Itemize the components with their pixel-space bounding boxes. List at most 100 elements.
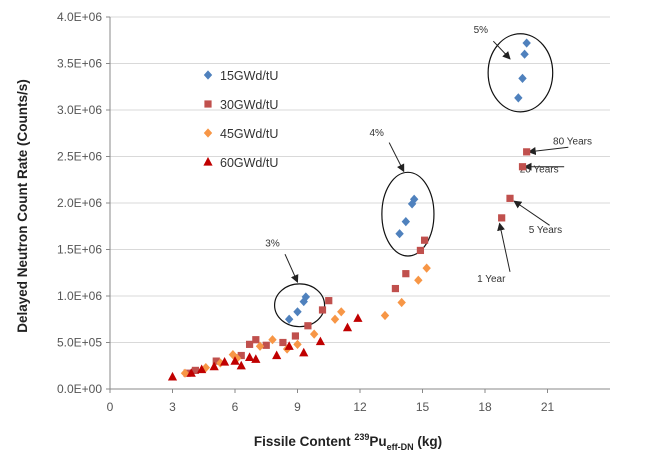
- points-layer: [167, 38, 531, 381]
- data-point-60gwd-tu: [342, 322, 353, 332]
- legend-marker-15gwd-tu: [203, 70, 213, 80]
- data-point-60gwd-tu: [284, 341, 294, 350]
- data-point-60gwd-tu: [315, 336, 326, 346]
- x-axis-title-base: Pu: [369, 434, 386, 449]
- annotation-arrow-80-years: [527, 146, 569, 156]
- data-point-30gwd-tu: [318, 306, 327, 314]
- data-point-60gwd-tu: [353, 313, 363, 322]
- data-point-30gwd-tu: [325, 297, 333, 305]
- data-point-15gwd-tu: [520, 49, 529, 59]
- legend-label-30gwd-tu: 30GWd/tU: [220, 98, 278, 112]
- data-point-30gwd-tu: [391, 284, 400, 293]
- data-point-30gwd-tu: [498, 214, 506, 222]
- data-point-15gwd-tu: [401, 217, 411, 227]
- y-tick-label: 4.0E+06: [57, 10, 102, 24]
- legend-label-60gwd-tu: 60GWd/tU: [220, 156, 278, 170]
- axes-layer: 0.0E+00 5.0E+05 1.0E+06 1.5E+06 2.0E+06 2.5E+…: [57, 10, 610, 414]
- data-point-60gwd-tu: [272, 350, 282, 360]
- data-point-15gwd-tu: [518, 73, 527, 83]
- data-point-45gwd-tu: [422, 263, 431, 273]
- y-tick-label: 3.0E+06: [57, 103, 102, 117]
- x-tick-label: 21: [541, 400, 555, 414]
- y-tick-label: 2.0E+06: [57, 196, 102, 210]
- y-tick-label: 1.0E+06: [57, 289, 102, 303]
- data-point-45gwd-tu: [380, 310, 390, 321]
- annotation-label-5-years: 5 Years: [529, 225, 562, 236]
- x-axis-title-main: Fissile Content: [254, 434, 355, 449]
- y-axis-title: Delayed Neutron Count Rate (Counts/s): [15, 79, 30, 333]
- data-point-30gwd-tu: [420, 236, 429, 244]
- x-axis-title-sup: 239: [354, 432, 369, 442]
- legend-label-15gwd-tu: 15GWd/tU: [220, 69, 278, 83]
- data-point-30gwd-tu: [304, 322, 312, 330]
- data-point-45gwd-tu: [309, 329, 319, 339]
- annotation-label-1-year: 1 Year: [477, 274, 506, 285]
- y-tick-label: 3.5E+06: [57, 57, 102, 71]
- data-point-30gwd-tu: [506, 194, 514, 202]
- annotation-arrow-1-year: [497, 222, 511, 272]
- annotation-layer: 3% 4% 5% 80 Years 20 Years 5 Years 1 Year: [265, 25, 592, 328]
- data-point-30gwd-tu: [416, 246, 425, 255]
- y-tick-label: 2.5E+06: [57, 150, 102, 164]
- x-tick-label: 18: [478, 400, 492, 414]
- x-tick-label: 0: [107, 400, 114, 414]
- data-point-15gwd-tu: [395, 229, 404, 239]
- data-point-60gwd-tu: [299, 347, 309, 357]
- data-point-30gwd-tu: [245, 340, 254, 348]
- x-tick-label: 12: [353, 400, 367, 414]
- data-point-30gwd-tu: [262, 341, 270, 349]
- data-point-15gwd-tu: [514, 93, 523, 103]
- data-point-30gwd-tu: [191, 366, 200, 374]
- data-point-60gwd-tu: [236, 360, 246, 370]
- annotation-arrow-5-years: [513, 200, 550, 226]
- legend-marker-30gwd-tu: [204, 100, 212, 108]
- data-point-45gwd-tu: [268, 335, 277, 345]
- annotation-label-4: 4%: [369, 128, 384, 139]
- data-point-30gwd-tu: [252, 336, 260, 344]
- x-axis-title: Fissile Content 239Pueff-DN (kg): [254, 432, 442, 452]
- data-point-60gwd-tu: [197, 364, 207, 374]
- data-point-45gwd-tu: [330, 314, 340, 324]
- annotation-arrow-5: [492, 40, 511, 60]
- data-point-45gwd-tu: [180, 368, 190, 378]
- x-tick-label: 15: [416, 400, 430, 414]
- data-point-30gwd-tu: [402, 270, 410, 278]
- x-axis-title-sub: eff-DN: [387, 442, 414, 452]
- data-point-15gwd-tu: [293, 307, 302, 317]
- data-point-45gwd-tu: [293, 339, 302, 349]
- annotation-label-20-years: 20 Years: [520, 164, 559, 175]
- data-point-60gwd-tu: [186, 368, 196, 377]
- annotation-arrow-4: [388, 142, 405, 173]
- annotation-label-5: 5%: [474, 25, 489, 36]
- y-tick-label: 5.0E+05: [57, 336, 102, 350]
- data-point-30gwd-tu: [518, 163, 527, 171]
- data-point-15gwd-tu: [284, 314, 294, 324]
- y-tick-label: 1.5E+06: [57, 243, 102, 257]
- group-ellipse-5: [487, 33, 554, 113]
- grid-layer: [110, 16, 610, 343]
- data-point-60gwd-tu: [251, 354, 261, 363]
- data-point-60gwd-tu: [209, 361, 219, 371]
- group-ellipse-3: [273, 283, 326, 328]
- y-tick-label: 0.0E+00: [57, 382, 102, 396]
- data-point-60gwd-tu: [244, 352, 255, 361]
- data-point-45gwd-tu: [414, 275, 423, 285]
- data-point-15gwd-tu: [301, 292, 311, 302]
- data-point-60gwd-tu: [230, 356, 240, 365]
- data-point-45gwd-tu: [397, 297, 406, 308]
- legend-marker-45gwd-tu: [203, 128, 213, 138]
- annotation-label-3: 3%: [265, 239, 280, 250]
- data-point-45gwd-tu: [201, 363, 211, 373]
- annotation-label-80-years: 80 Years: [553, 136, 592, 147]
- legend-label-45gwd-tu: 45GWd/tU: [220, 127, 278, 141]
- annotation-arrow-3: [284, 253, 299, 283]
- data-point-60gwd-tu: [167, 371, 178, 381]
- x-axis-title-unit: (kg): [414, 434, 443, 449]
- data-point-45gwd-tu: [255, 341, 265, 351]
- legend-marker-60gwd-tu: [203, 157, 213, 166]
- data-point-30gwd-tu: [291, 332, 300, 340]
- data-point-15gwd-tu: [409, 194, 419, 204]
- data-point-30gwd-tu: [523, 148, 531, 156]
